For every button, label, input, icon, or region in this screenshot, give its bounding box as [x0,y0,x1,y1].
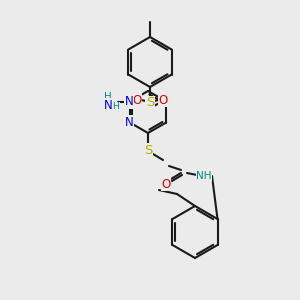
Text: H: H [112,102,119,111]
Text: N: N [124,95,133,108]
Text: N: N [103,99,112,112]
Text: N: N [124,116,133,129]
Text: S: S [146,97,154,110]
Text: H: H [104,92,112,103]
Text: O: O [132,94,142,106]
Text: O: O [158,94,168,106]
Text: O: O [161,178,171,190]
Text: NH: NH [196,171,212,181]
Text: S: S [144,143,152,157]
